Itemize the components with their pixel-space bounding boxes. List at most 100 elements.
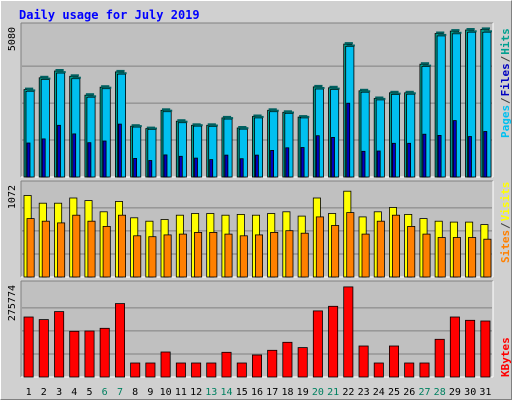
right-label-hits-files: Files (499, 63, 511, 96)
hits-bar-top-hits-day-23 (360, 88, 369, 91)
hits-bar-top-hits-day-26 (405, 90, 414, 93)
kbytes-bar-kbytes-day-9 (145, 362, 156, 378)
x-tick-label-day-6: 6 (102, 387, 108, 398)
hits-bar-top-hits-day-30 (466, 28, 475, 30)
visits-bar-sites-day-9 (148, 236, 157, 278)
visits-bar-sites-day-8 (133, 235, 142, 278)
x-tick-label-day-31: 31 (479, 387, 491, 398)
hits-bar-pages-day-14 (224, 154, 229, 178)
hits-bar-top-hits-day-27 (420, 62, 430, 65)
hits-bar-pages-day-28 (437, 134, 442, 178)
x-tick-label-day-26: 26 (403, 387, 415, 398)
right-label-visits-sites: Sites (499, 230, 511, 263)
hits-bar-top-hits-day-10 (162, 108, 171, 111)
x-tick-label-day-5: 5 (86, 387, 92, 398)
visits-bar-sites-day-24 (376, 220, 385, 278)
kbytes-bar-kbytes-day-22 (343, 286, 354, 378)
hits-bar-top-hits-day-6 (101, 85, 110, 88)
hits-bar-top-hits-day-29 (451, 29, 460, 32)
x-tick-label-day-4: 4 (71, 387, 77, 398)
hits-bar-top-files-day-22 (346, 44, 355, 47)
hits-bar-pages-day-20 (315, 135, 320, 178)
hits-bar-top-hits-day-13 (207, 123, 216, 126)
hits-bar-pages-day-17 (270, 149, 275, 178)
kbytes-bar-kbytes-day-7 (115, 303, 126, 378)
visits-ymax-label: 1072 (7, 185, 18, 209)
kbytes-bar-kbytes-day-4 (69, 330, 80, 378)
kbytes-bar-kbytes-day-2 (38, 319, 49, 378)
hits-bar-top-files-day-18 (285, 111, 294, 114)
x-tick-label-day-3: 3 (56, 387, 62, 398)
x-tick-label-day-27: 27 (418, 387, 430, 398)
hits-bar-top-hits-day-2 (40, 75, 49, 78)
hits-bar-top-hits-day-11 (177, 119, 186, 122)
visits-bar-sites-day-29 (452, 237, 461, 278)
hits-bar-pages-day-21 (331, 136, 335, 178)
hits-bar-pages-day-26 (407, 142, 412, 178)
hits-bar-pages-day-29 (452, 120, 457, 178)
hits-bar-top-files-day-28 (438, 33, 447, 36)
kbytes-bar-kbytes-day-28 (434, 338, 445, 378)
visits-bar-sites-day-21 (331, 225, 340, 278)
hits-bar-top-hits-day-28 (436, 31, 445, 34)
x-tick-label-day-22: 22 (342, 387, 354, 398)
kbytes-bar-kbytes-day-1 (23, 316, 34, 378)
kbytes-bar-kbytes-day-10 (160, 351, 171, 378)
kbytes-bar-kbytes-day-5 (84, 330, 95, 378)
kbytes-bar-kbytes-day-19 (297, 347, 308, 378)
visits-bar-sites-day-25 (391, 214, 400, 278)
x-tick-label-day-1: 1 (26, 387, 32, 398)
x-tick-label-day-9: 9 (147, 387, 153, 398)
visits-bar-sites-day-31 (483, 238, 492, 278)
hits-bar-top-files-day-5 (87, 95, 97, 98)
x-tick-label-day-19: 19 (297, 387, 309, 398)
chart-title: Daily usage for July 2019 (19, 8, 200, 22)
visits-bar-sites-day-18 (285, 230, 294, 278)
visits-bar-sites-day-20 (315, 216, 324, 278)
hits-bar-top-hits-day-31 (481, 27, 490, 30)
x-tick-label-day-25: 25 (388, 387, 400, 398)
hits-bar-pages-day-5 (87, 142, 92, 178)
visits-bar-sites-day-23 (361, 233, 370, 278)
hits-bar-top-files-day-8 (133, 125, 142, 128)
visits-bar-sites-day-10 (163, 234, 172, 278)
x-tick-label-day-18: 18 (281, 387, 293, 398)
hits-bar-top-hits-day-14 (222, 115, 232, 118)
hits-bar-top-files-day-29 (453, 31, 462, 34)
hits-bar-top-files-day-26 (407, 92, 416, 95)
hits-bar-top-hits-day-24 (375, 96, 384, 99)
hits-bar-pages-day-11 (178, 155, 183, 178)
visits-bar-sites-day-19 (300, 232, 309, 278)
hits-bar-pages-day-8 (133, 157, 138, 178)
right-label-hits-separator-1: / (499, 97, 511, 104)
hits-bar-top-files-day-7 (118, 72, 127, 75)
hits-bar-top-files-day-24 (377, 97, 386, 100)
hits-bar-top-hits-day-20 (314, 84, 323, 87)
hits-bar-top-hits-day-21 (329, 85, 338, 88)
kbytes-bar-kbytes-day-20 (312, 310, 323, 378)
hits-bar-top-hits-day-17 (268, 108, 277, 111)
hits-bar-pages-day-10 (163, 154, 168, 178)
visits-bar-sites-day-22 (346, 212, 355, 278)
hits-bar-top-files-day-3 (57, 71, 66, 74)
visits-bar-sites-day-27 (422, 233, 431, 278)
hits-bar-top-files-day-15 (240, 127, 249, 130)
hits-bar-pages-day-27 (422, 133, 427, 178)
kbytes-bar-kbytes-day-14 (221, 351, 232, 378)
hits-bar-top-hits-day-16 (253, 114, 262, 117)
hits-bar-top-files-day-6 (103, 86, 112, 89)
hits-bar-top-hits-day-18 (283, 110, 292, 113)
visits-bar-sites-day-6 (102, 225, 111, 278)
hits-bar-top-files-day-13 (209, 124, 218, 127)
kbytes-ymax-label: 275774 (7, 285, 18, 321)
x-tick-label-day-16: 16 (251, 387, 263, 398)
kbytes-bar-kbytes-day-29 (449, 316, 460, 378)
hits-bar-top-files-day-1 (27, 89, 36, 92)
hits-bar-top-files-day-23 (362, 90, 371, 93)
hits-bar-top-hits-day-3 (55, 69, 64, 71)
hits-ymax-label: 5080 (7, 27, 18, 51)
x-tick-label-day-21: 21 (327, 387, 339, 398)
hits-bar-top-files-day-4 (72, 76, 81, 79)
visits-bar-sites-day-14 (224, 233, 233, 278)
